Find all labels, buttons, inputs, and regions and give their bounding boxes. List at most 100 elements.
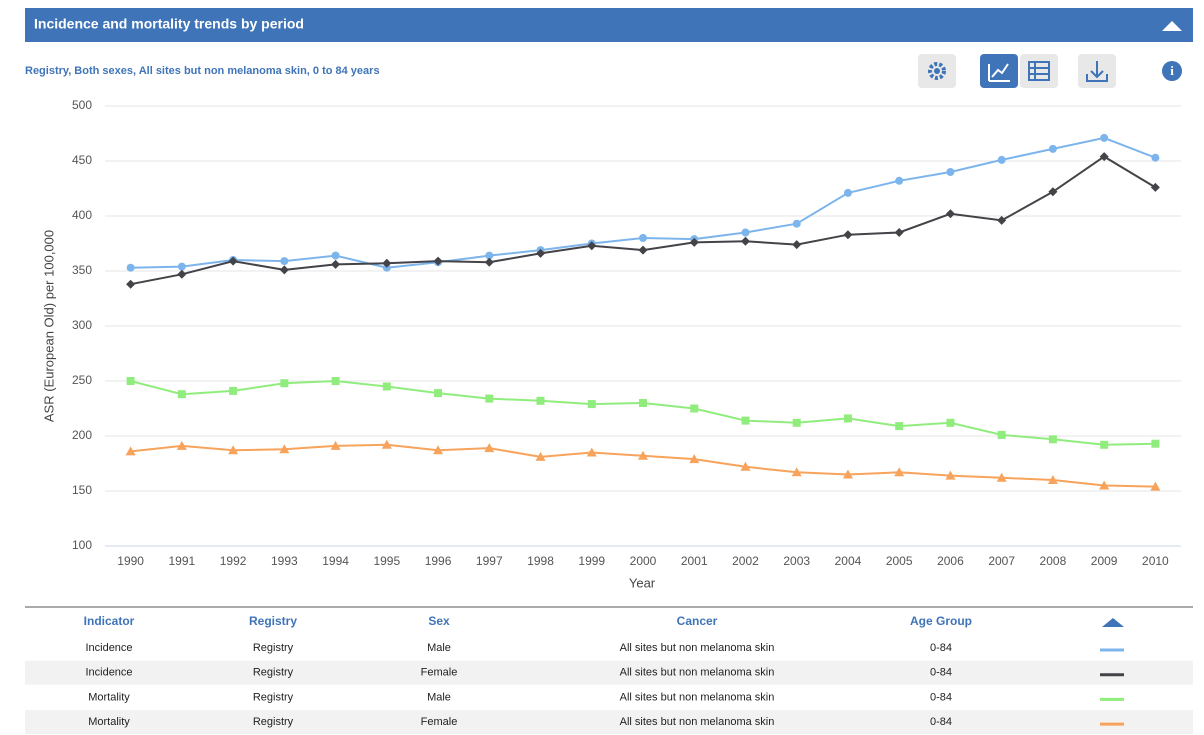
svg-text:i: i [1170,63,1174,78]
y-tick-label: 400 [72,208,92,222]
point [1150,182,1160,192]
point [331,251,340,260]
point [689,237,699,247]
y-axis-label: ASR (European Old) per 100,000 [41,230,56,422]
table-cell: All sites but non melanoma skin [620,716,775,728]
x-tick-label: 1995 [373,554,400,568]
x-tick-label: 2000 [630,554,657,568]
point [125,446,136,456]
table-cell: All sites but non melanoma skin [620,667,775,679]
sort-icon[interactable] [1102,618,1124,627]
point [177,262,186,271]
point [1099,480,1110,490]
point [279,444,290,454]
point [843,414,852,423]
point [433,256,443,266]
point [330,440,341,450]
table-view-button[interactable] [1020,54,1058,88]
point [1048,144,1057,153]
x-tick-label: 1996 [425,554,452,568]
point [741,228,750,237]
point [484,257,494,267]
x-tick-label: 2009 [1091,554,1118,568]
point [945,209,955,219]
row-background [25,710,1193,735]
point [126,377,135,385]
point [280,257,289,266]
point [792,240,802,250]
table-cell: Male [427,642,451,654]
y-tick-label: 500 [72,98,92,112]
point [587,400,596,409]
point [280,379,289,388]
point [638,245,648,255]
header-title: Incidence and mortality trends by period [34,16,304,32]
point [1151,153,1160,162]
point [484,443,495,453]
collapse-button[interactable] [1162,21,1182,31]
table-cell: All sites but non melanoma skin [620,642,775,654]
point [485,251,494,260]
table-cell: Male [427,691,451,703]
point [946,418,955,427]
point [792,219,801,228]
y-tick-label: 200 [72,428,92,442]
point [331,377,340,385]
point [279,265,289,275]
y-tick-label: 350 [72,263,92,277]
point [535,451,546,461]
x-tick-label: 1998 [527,554,554,568]
point [1047,475,1058,484]
point [1048,187,1058,197]
point [1150,481,1161,491]
point [740,461,751,471]
x-tick-label: 2006 [937,554,964,568]
point [176,440,187,450]
table-cell: Incidence [85,667,132,679]
table-cell: 0-84 [930,667,952,679]
y-tick-label: 250 [72,373,92,387]
point [895,176,904,185]
x-axis-label: Year [629,575,656,590]
x-tick-label: 1994 [322,554,349,568]
table-cell: 0-84 [930,691,952,703]
x-tick-label: 1997 [476,554,503,568]
point [1100,440,1109,449]
table-cell: Registry [253,667,294,679]
x-tick-label: 2010 [1142,554,1169,568]
point [740,236,750,246]
x-tick-label: 1992 [220,554,247,568]
point [331,259,341,269]
point [177,390,186,399]
subtitle: Registry, Both sexes, All sites but non … [25,65,380,77]
point [639,234,647,242]
point [587,241,597,251]
point [894,228,904,237]
point [996,472,1007,482]
chart-view-button[interactable] [980,54,1018,88]
settings-button[interactable] [918,54,956,88]
point [945,470,956,480]
table-cell: Incidence [85,642,132,654]
point [381,439,392,449]
point [638,450,648,460]
point [792,418,801,427]
info-button[interactable]: i [1162,61,1182,81]
point [1099,152,1109,162]
x-tick-label: 2005 [886,554,913,568]
table-cell: Mortality [88,691,130,703]
row-background [25,660,1193,685]
point [791,467,802,477]
table-cell: Female [421,667,458,679]
point [997,155,1006,164]
point [894,467,905,477]
point [228,445,239,455]
point [690,404,699,413]
table-header: Indicator [84,614,135,628]
download-button[interactable] [1078,54,1116,88]
point [997,430,1006,439]
point [639,399,647,407]
x-tick-label: 1993 [271,554,298,568]
y-tick-label: 100 [72,538,92,552]
